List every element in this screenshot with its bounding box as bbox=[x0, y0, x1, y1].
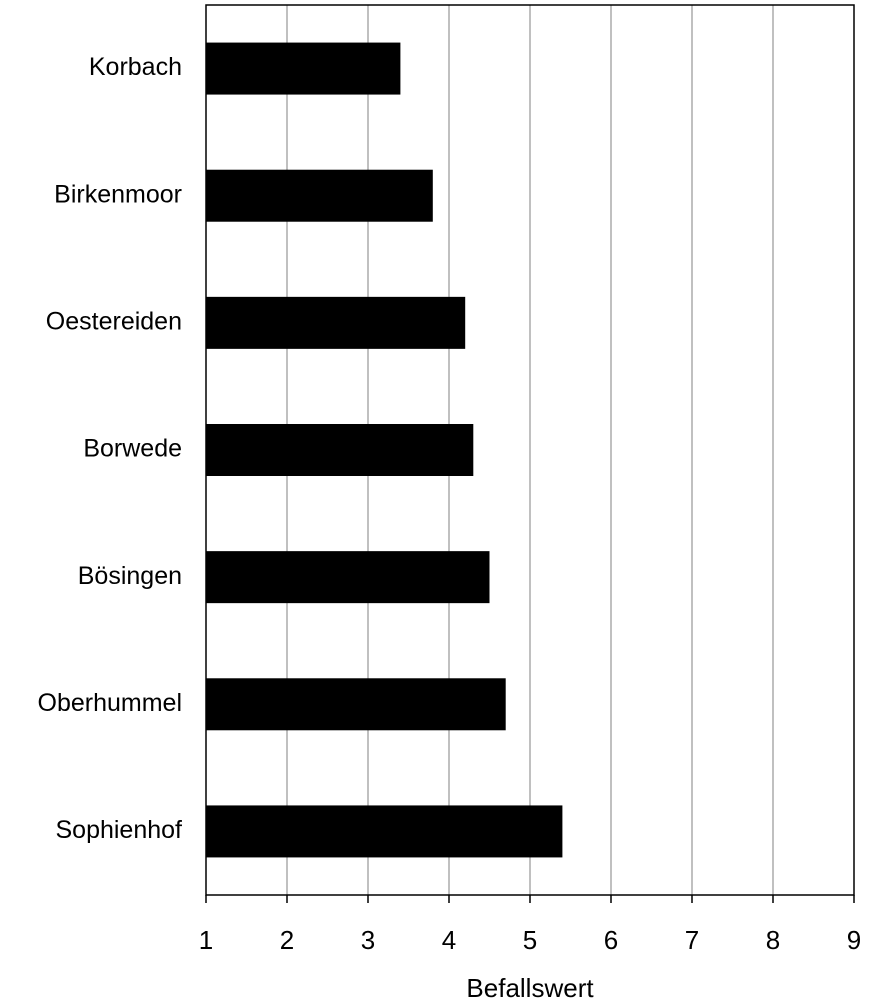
y-tick-label: Bösingen bbox=[78, 562, 182, 590]
x-tick-label: 1 bbox=[199, 925, 213, 955]
bar bbox=[206, 296, 466, 349]
y-tick-label: Borwede bbox=[83, 435, 182, 463]
y-tick-label: Birkenmoor bbox=[54, 180, 182, 208]
y-tick-label: Sophienhof bbox=[55, 816, 182, 844]
x-tick-label: 8 bbox=[766, 925, 780, 955]
x-tick-label: 5 bbox=[523, 925, 537, 955]
x-axis-label: Befallswert bbox=[466, 973, 594, 1003]
bar bbox=[206, 42, 401, 95]
x-tick-label: 7 bbox=[685, 925, 699, 955]
bar bbox=[206, 805, 563, 858]
x-tick-label: 3 bbox=[361, 925, 375, 955]
x-tick-label: 2 bbox=[280, 925, 294, 955]
x-tick-label: 6 bbox=[604, 925, 618, 955]
bar bbox=[206, 551, 490, 604]
y-tick-label: Oestereiden bbox=[46, 307, 182, 335]
bar bbox=[206, 424, 474, 476]
bar bbox=[206, 678, 506, 731]
bar bbox=[206, 169, 433, 222]
x-tick-label: 4 bbox=[442, 925, 456, 955]
y-tick-label: Korbach bbox=[89, 53, 182, 81]
y-tick-label: Oberhummel bbox=[38, 689, 183, 717]
x-tick-label: 9 bbox=[847, 925, 861, 955]
